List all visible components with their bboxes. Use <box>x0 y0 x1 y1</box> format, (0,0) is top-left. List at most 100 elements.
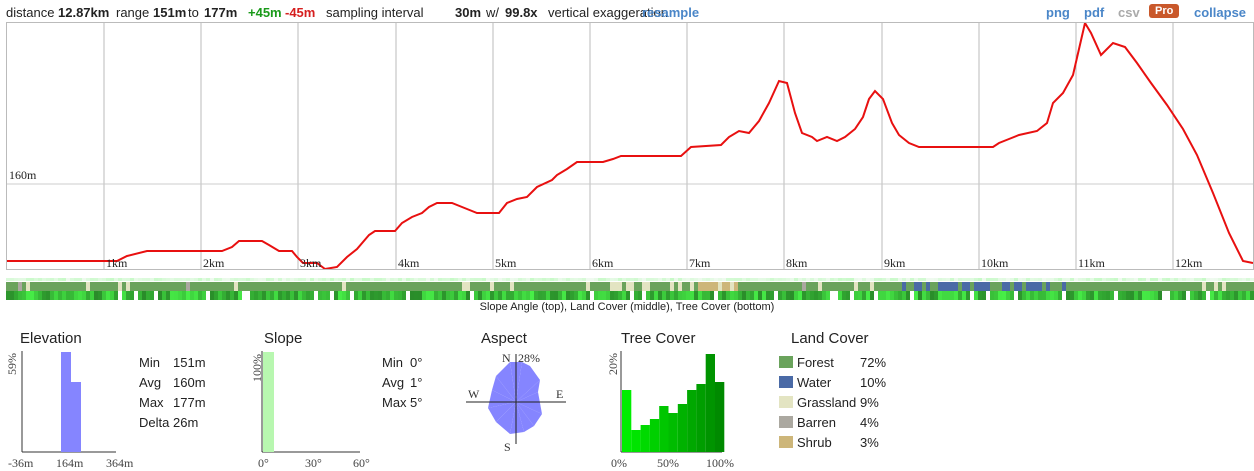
elevation-x-min: -36m <box>8 456 34 470</box>
interval-value: 30m <box>455 5 482 20</box>
elev-max-value: 177m <box>173 395 206 410</box>
aspect-north: N <box>502 351 511 365</box>
range-min: 151m <box>153 5 187 20</box>
y-axis-label-160m: 160m <box>9 168 37 182</box>
tree-cover-bar <box>677 404 688 452</box>
km-label: 10km <box>981 256 1009 269</box>
slope-bar <box>263 352 274 452</box>
png-link[interactable]: png <box>1046 5 1070 20</box>
elev-delta-label: Delta <box>139 415 170 430</box>
tree-x-mid: 50% <box>657 456 679 470</box>
legend-swatch <box>779 396 793 408</box>
tree-x-max: 100% <box>706 456 734 470</box>
legend-pct: 4% <box>860 415 879 430</box>
elevation-bar-2 <box>71 382 81 452</box>
elev-max-label: Max <box>139 395 164 410</box>
km-gridlines <box>103 23 1174 269</box>
tree-cover-bar <box>640 425 650 452</box>
km-label: 5km <box>495 256 517 269</box>
strip-caption: Slope Angle (top), Land Cover (middle), … <box>479 301 775 313</box>
summary-bar: distance 12.87km range 151m to 177m +45m… <box>0 0 1254 22</box>
elev-min-label: Min <box>139 355 160 370</box>
pdf-link[interactable]: pdf <box>1084 5 1105 20</box>
legend-name: Water <box>797 375 832 390</box>
tree-cover-bar <box>696 384 706 452</box>
elev-avg-label: Avg <box>139 375 162 390</box>
elev-delta-value: 26m <box>173 415 199 430</box>
legend-pct: 10% <box>860 375 887 390</box>
elevation-profile-plot[interactable]: 160m 1km 2km 3km 4km 5km 6km 7km 8km 9km 10km 11km… <box>6 22 1254 270</box>
terrain-strips <box>6 278 1254 300</box>
aspect-east: E <box>556 387 563 401</box>
tree-cover-bar <box>659 406 669 452</box>
exaggeration-value: 99.8x <box>505 5 538 20</box>
elevation-profile-line <box>7 23 1253 269</box>
slope-avg-value: 1° <box>410 375 423 390</box>
resample-link[interactable]: resample <box>642 5 700 20</box>
tree-cover-title: Tree Cover <box>621 330 696 347</box>
slope-min-value: 0° <box>410 355 423 370</box>
legend-name: Barren <box>797 415 837 430</box>
interval-label: sampling interval <box>326 5 424 20</box>
legend-swatch <box>779 376 793 388</box>
exaggeration-suffix: vertical exaggeration <box>548 5 668 20</box>
km-label: 11km <box>1078 256 1106 269</box>
slope-histogram <box>261 351 360 453</box>
elevation-x-max: 364m <box>106 456 134 470</box>
legend-pct: 9% <box>860 395 879 410</box>
tree-cover-bar <box>687 390 697 452</box>
elevation-x-mid: 164m <box>56 456 84 470</box>
profile-svg: 160m 1km 2km 3km 4km 5km 6km 7km 8km 9km 10km 11km… <box>7 23 1253 269</box>
slope-avg-label: Avg <box>382 375 405 390</box>
tree-cover-histogram <box>620 351 725 453</box>
tree-cover-bar <box>622 390 632 452</box>
legend-swatch <box>779 356 793 368</box>
tree-cover-bar <box>715 382 725 452</box>
km-label: 2km <box>203 256 225 269</box>
slope-x-max: 60° <box>353 456 370 470</box>
elev-avg-value: 160m <box>173 375 206 390</box>
km-label: 12km <box>1175 256 1203 269</box>
legend-pct: 72% <box>860 355 887 370</box>
legend-name: Grassland <box>797 395 857 410</box>
aspect-west: W <box>468 387 480 401</box>
tree-x-min: 0% <box>611 456 627 470</box>
km-label: 7km <box>689 256 711 269</box>
aspect-rose: N 28% E S W <box>466 351 566 454</box>
tree-y-max: 20% <box>606 353 620 375</box>
elevation-histogram <box>21 351 116 453</box>
range-to: to <box>188 5 199 20</box>
slope-strip <box>6 278 1254 281</box>
km-label: 3km <box>300 256 322 269</box>
slope-x-mid: 30° <box>305 456 322 470</box>
slope-max-label: Max <box>382 395 407 410</box>
slope-y-max: 100% <box>250 354 264 382</box>
slope-min-label: Min <box>382 355 403 370</box>
km-label: 9km <box>884 256 906 269</box>
pro-badge[interactable]: Pro <box>1149 4 1180 18</box>
elevation-loss: -45m <box>285 5 316 20</box>
elevation-gain: +45m <box>248 5 282 20</box>
elevation-y-max: 59% <box>5 353 19 375</box>
km-label: 4km <box>398 256 420 269</box>
land-cover-strip <box>6 282 1254 291</box>
elevation-title: Elevation <box>20 330 82 347</box>
aspect-max-label: 28% <box>518 351 540 365</box>
tree-cover-strip <box>6 291 1254 300</box>
tree-cover-bar <box>631 430 641 452</box>
elevation-bar-1 <box>61 352 71 452</box>
slope-x-min: 0° <box>258 456 269 470</box>
km-label: 1km <box>106 256 128 269</box>
distance-label: distance <box>6 5 55 20</box>
km-labels: 1km 2km 3km 4km 5km 6km 7km 8km 9km 10km 11km 12km <box>106 256 1203 269</box>
aspect-title: Aspect <box>481 330 527 347</box>
elev-min-value: 151m <box>173 355 206 370</box>
csv-link[interactable]: csv <box>1118 5 1140 20</box>
land-cover-title: Land Cover <box>791 330 869 347</box>
collapse-link[interactable]: collapse <box>1194 5 1247 20</box>
legend-name: Shrub <box>797 435 832 450</box>
range-max: 177m <box>204 5 238 20</box>
tree-cover-bar <box>668 413 678 452</box>
slope-max-value: 5° <box>410 395 423 410</box>
tree-cover-bar <box>649 419 660 452</box>
